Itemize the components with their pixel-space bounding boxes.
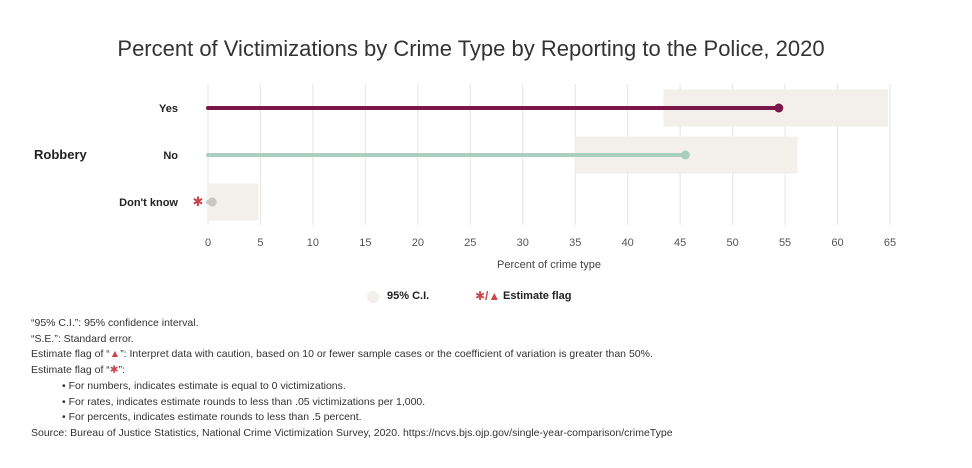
group-label: Robbery bbox=[34, 147, 88, 162]
x-tick-label: 25 bbox=[464, 237, 476, 249]
value-point bbox=[680, 150, 690, 160]
footnotes: “95% C.I.”: 95% confidence interval. “S.… bbox=[31, 316, 951, 442]
category-label: Yes bbox=[159, 103, 178, 115]
x-tick-label: 30 bbox=[517, 237, 529, 249]
value-point bbox=[207, 197, 217, 207]
note-source: Source: Bureau of Justice Statistics, Na… bbox=[31, 426, 673, 439]
chart: 0 5 10 15 20 25 30 35 40 45 50 55 60 65 Yes No Don't kno… bbox=[34, 84, 896, 271]
x-tick-label: 50 bbox=[726, 237, 738, 249]
category-label: No bbox=[163, 150, 178, 162]
x-tick-label: 5 bbox=[257, 237, 263, 249]
x-tick-label: 65 bbox=[884, 237, 896, 249]
note-triangle-flag: Estimate flag of “▲”: Interpret data wit… bbox=[31, 348, 653, 361]
asterisk-flag-icon: ✱ bbox=[109, 364, 119, 377]
value-point bbox=[774, 103, 784, 113]
x-tick-label: 60 bbox=[831, 237, 843, 249]
estimate-flag-icon: ✱/▲ bbox=[475, 289, 501, 303]
note-bullet-numbers: • For numbers, indicates estimate is equ… bbox=[62, 379, 346, 392]
x-tick-label: 20 bbox=[412, 237, 424, 249]
triangle-flag-icon: ▲ bbox=[109, 348, 121, 361]
x-axis-label: Percent of crime type bbox=[497, 259, 601, 271]
category-label: Don't know bbox=[119, 197, 178, 209]
note-bullet-percents: • For percents, indicates estimate round… bbox=[62, 411, 362, 424]
x-tick-label: 40 bbox=[622, 237, 634, 249]
x-tick-label: 45 bbox=[674, 237, 686, 249]
note-bullet-rates: • For rates, indicates estimate rounds t… bbox=[62, 395, 426, 408]
chart-title: Percent of Victimizations by Crime Type … bbox=[117, 36, 825, 61]
x-tick-label: 35 bbox=[569, 237, 581, 249]
x-tick-label: 0 bbox=[205, 237, 211, 249]
x-tick-label: 55 bbox=[779, 237, 791, 249]
note-asterisk-flag: Estimate flag of “✱”: bbox=[31, 364, 126, 377]
legend-flag-label: Estimate flag bbox=[503, 290, 572, 302]
note-ci: “95% C.I.”: 95% confidence interval. bbox=[31, 317, 199, 329]
x-tick-label: 15 bbox=[359, 237, 371, 249]
estimate-flag-marker: ✱ bbox=[193, 195, 204, 210]
ci-swatch-icon bbox=[367, 291, 379, 303]
legend-ci-label: 95% C.I. bbox=[387, 290, 430, 302]
x-tick-label: 10 bbox=[307, 237, 319, 249]
note-se: “S.E.”: Standard error. bbox=[31, 332, 134, 345]
